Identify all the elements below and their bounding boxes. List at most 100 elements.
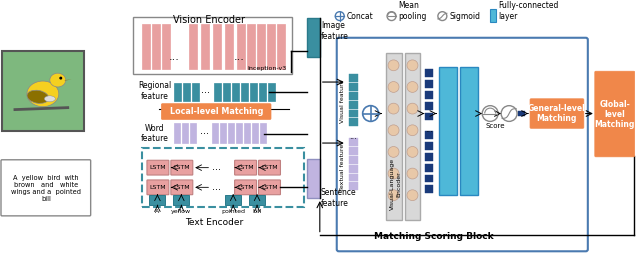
Text: LSTM: LSTM [237, 185, 254, 190]
Bar [143, 148, 304, 207]
Bar [426, 175, 433, 182]
Bar [182, 123, 188, 143]
Text: LSTM: LSTM [150, 185, 166, 190]
Text: LSTM: LSTM [237, 165, 254, 170]
Bar [349, 83, 358, 91]
Text: Textual feature: Textual feature [340, 144, 345, 191]
Bar [349, 109, 358, 118]
Bar [385, 52, 401, 220]
Bar [257, 24, 265, 69]
Bar [220, 123, 226, 143]
Text: Vision Encoder: Vision Encoder [173, 15, 245, 25]
FancyBboxPatch shape [595, 71, 635, 157]
Text: LSTM: LSTM [150, 165, 166, 170]
Bar [426, 102, 433, 109]
Ellipse shape [44, 96, 55, 102]
Circle shape [438, 12, 447, 20]
FancyBboxPatch shape [259, 180, 280, 195]
Text: Mean
pooling: Mean pooling [399, 2, 427, 21]
Bar [143, 24, 150, 69]
Bar [225, 195, 241, 205]
FancyBboxPatch shape [171, 160, 193, 175]
Text: ...: ... [234, 52, 244, 62]
Text: Matching Scoring Block: Matching Scoring Block [374, 232, 493, 242]
Circle shape [388, 168, 399, 179]
Bar [426, 69, 433, 77]
Bar [307, 159, 320, 198]
Bar [349, 118, 358, 126]
Bar [426, 131, 433, 139]
Bar [490, 9, 496, 22]
Circle shape [335, 12, 344, 20]
Text: ...: ... [201, 85, 210, 95]
Bar [349, 92, 358, 100]
Text: Concat: Concat [347, 12, 374, 21]
Bar [190, 123, 196, 143]
Text: ...: ... [212, 182, 221, 192]
Ellipse shape [27, 81, 59, 107]
Circle shape [388, 103, 399, 114]
FancyBboxPatch shape [171, 180, 193, 195]
Text: General-level
Matching: General-level Matching [528, 104, 586, 123]
Circle shape [388, 82, 399, 92]
Bar [225, 24, 233, 69]
Bar [307, 18, 320, 58]
Bar [152, 24, 161, 69]
Bar [252, 123, 258, 143]
Circle shape [501, 106, 517, 121]
Bar [173, 195, 189, 205]
Bar [426, 91, 433, 99]
Circle shape [387, 12, 396, 20]
Bar [404, 52, 420, 220]
Text: LSTM: LSTM [173, 185, 190, 190]
Text: Inception-v3: Inception-v3 [248, 66, 287, 71]
Text: bill: bill [252, 210, 262, 214]
Bar [349, 165, 358, 173]
FancyBboxPatch shape [337, 38, 588, 251]
Bar [518, 111, 525, 116]
Circle shape [407, 190, 418, 201]
Text: A  yellow  bird  with
brown   and   white
wings and a  pointed
bill: A yellow bird with brown and white wings… [11, 175, 81, 202]
Text: ...: ... [426, 125, 433, 134]
Polygon shape [65, 79, 72, 81]
Circle shape [388, 147, 399, 157]
Text: A: A [156, 210, 159, 214]
Bar [426, 80, 433, 88]
Circle shape [388, 60, 399, 71]
Bar [349, 138, 358, 146]
Circle shape [407, 168, 418, 179]
Bar [223, 83, 230, 101]
Text: yellow: yellow [172, 210, 191, 214]
Bar [212, 123, 218, 143]
Ellipse shape [27, 90, 49, 103]
Bar [214, 83, 221, 101]
Text: Global-
level
Matching: Global- level Matching [595, 100, 635, 129]
Text: Fully-connected
layer: Fully-connected layer [498, 2, 559, 21]
Text: Regional
feature: Regional feature [138, 81, 171, 101]
Text: LSTM: LSTM [173, 165, 190, 170]
Bar [349, 156, 358, 164]
FancyBboxPatch shape [259, 160, 280, 175]
Bar [260, 123, 266, 143]
Text: Sigmoid: Sigmoid [449, 12, 481, 21]
Bar [426, 112, 433, 121]
Text: Local-level Matching: Local-level Matching [170, 107, 263, 116]
Text: Visual feature: Visual feature [340, 80, 345, 123]
Text: LSTM: LSTM [261, 165, 278, 170]
Bar [249, 195, 265, 205]
Bar [174, 123, 180, 143]
FancyBboxPatch shape [1, 160, 91, 216]
Bar [247, 24, 255, 69]
Bar [426, 142, 433, 150]
Circle shape [407, 147, 418, 157]
Bar [228, 123, 234, 143]
Circle shape [482, 106, 498, 121]
FancyBboxPatch shape [235, 160, 257, 175]
Bar [201, 24, 209, 69]
Text: ...: ... [212, 162, 221, 172]
Text: ...: ... [349, 132, 356, 141]
Bar [236, 123, 242, 143]
Bar [440, 67, 458, 195]
Bar [241, 83, 248, 101]
Text: Word
feature: Word feature [141, 123, 168, 143]
